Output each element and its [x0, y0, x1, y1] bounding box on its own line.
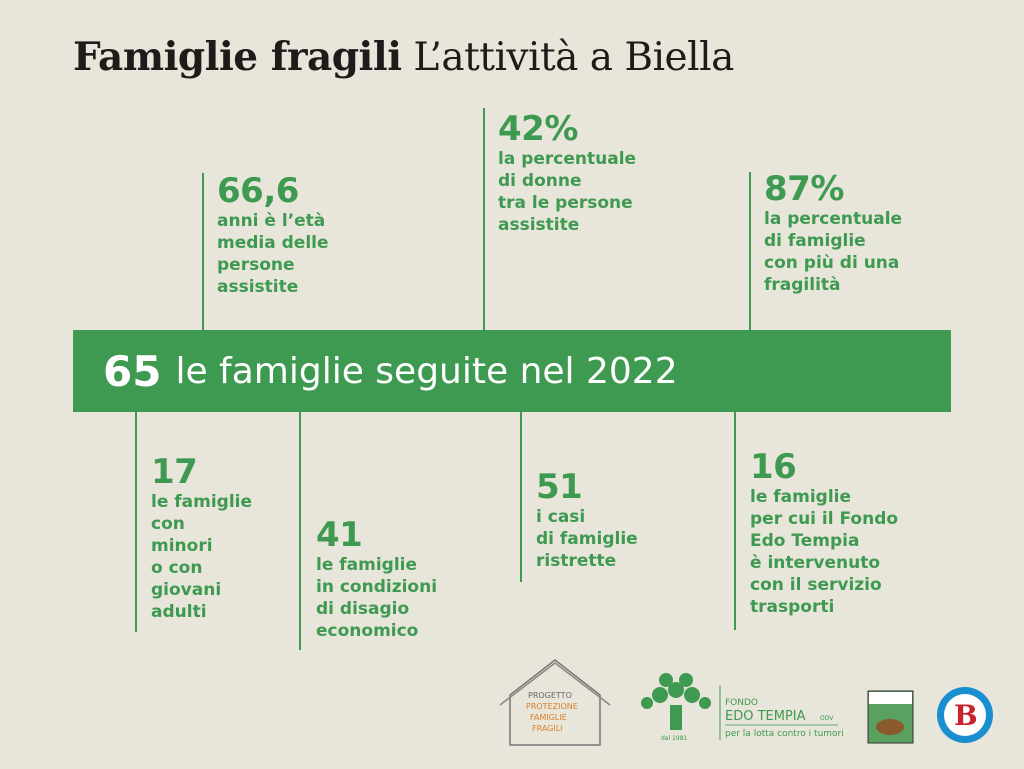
connector-line	[202, 173, 204, 330]
stat-value: 66,6	[217, 171, 299, 211]
svg-text:B: B	[954, 699, 978, 732]
stat-transport-service: 16 le famiglie per cui il Fondo Edo Tempi…	[750, 448, 898, 618]
headline-banner: 65 le famiglie seguite nel 2022	[73, 330, 951, 412]
stat-value: 16	[750, 447, 797, 487]
partner-logos: PROGETTO PROTEZIONE FAMIGLIE FRAGILI dal…	[480, 655, 1024, 765]
svg-text:PROGETTO: PROGETTO	[528, 691, 572, 700]
stat-women-percentage: 42% la percentuale di donne tra le person…	[498, 110, 636, 236]
ospedale-biella-logo: B	[937, 687, 993, 743]
banner-number: 65	[103, 346, 162, 396]
stat-average-age: 66,6 anni è l’età media delle persone ass…	[217, 172, 329, 298]
connector-line	[520, 412, 522, 582]
stat-value: 87%	[764, 169, 844, 209]
stat-value: 42%	[498, 109, 578, 149]
connector-line	[299, 412, 301, 650]
stat-value: 41	[316, 515, 363, 555]
svg-text:dal 1981: dal 1981	[661, 735, 688, 742]
stat-small-families: 51 i casi di famiglie ristrette	[536, 468, 638, 572]
stat-description: la percentuale di famiglie con più di un…	[764, 209, 903, 295]
connector-line	[483, 108, 485, 330]
title-bold: Famiglie fragili	[73, 34, 402, 80]
bear-mountain-logo	[867, 690, 914, 744]
stat-economic-hardship: 41 le famiglie in condizioni di disagio e…	[316, 516, 437, 642]
stat-value: 17	[151, 452, 198, 492]
connector-line	[749, 172, 751, 330]
fondo-edo-tempia-logo: dal 1981 FONDO EDO TEMPIA ODV per la lot…	[641, 673, 844, 742]
stat-description: la percentuale di donne tra le persone a…	[498, 149, 637, 235]
svg-text:ODV: ODV	[820, 715, 834, 722]
stat-families-minors: 17 le famiglie con minori o con giovani a…	[151, 453, 252, 623]
connector-line	[734, 412, 736, 630]
stat-description: i casi di famiglie ristrette	[536, 507, 638, 571]
svg-text:per la lotta contro i tumori: per la lotta contro i tumori	[725, 729, 844, 739]
stat-description: le famiglie con minori o con giovani adu…	[151, 492, 253, 622]
svg-text:FRAGILI: FRAGILI	[532, 724, 563, 733]
stat-description: le famiglie in condizioni di disagio eco…	[316, 555, 438, 641]
title-subtitle: L’attività a Biella	[413, 35, 734, 80]
connector-line	[135, 412, 137, 632]
stat-description: anni è l’età media delle persone assisti…	[217, 211, 329, 297]
svg-text:FAMIGLIE: FAMIGLIE	[530, 713, 567, 722]
svg-text:EDO TEMPIA: EDO TEMPIA	[725, 709, 806, 724]
stat-multiple-fragility: 87% la percentuale di famiglie con più di…	[764, 170, 902, 296]
banner-text: le famiglie seguite nel 2022	[175, 350, 678, 392]
svg-text:FONDO: FONDO	[725, 698, 758, 708]
page-title: Famiglie fragili L’attività a Biella	[73, 34, 734, 80]
stat-value: 51	[536, 467, 583, 507]
svg-text:PROTEZIONE: PROTEZIONE	[526, 702, 578, 711]
progetto-famiglie-fragili-logo: PROGETTO PROTEZIONE FAMIGLIE FRAGILI	[499, 659, 611, 746]
stat-description: le famiglie per cui il Fondo Edo Tempia …	[750, 487, 899, 617]
